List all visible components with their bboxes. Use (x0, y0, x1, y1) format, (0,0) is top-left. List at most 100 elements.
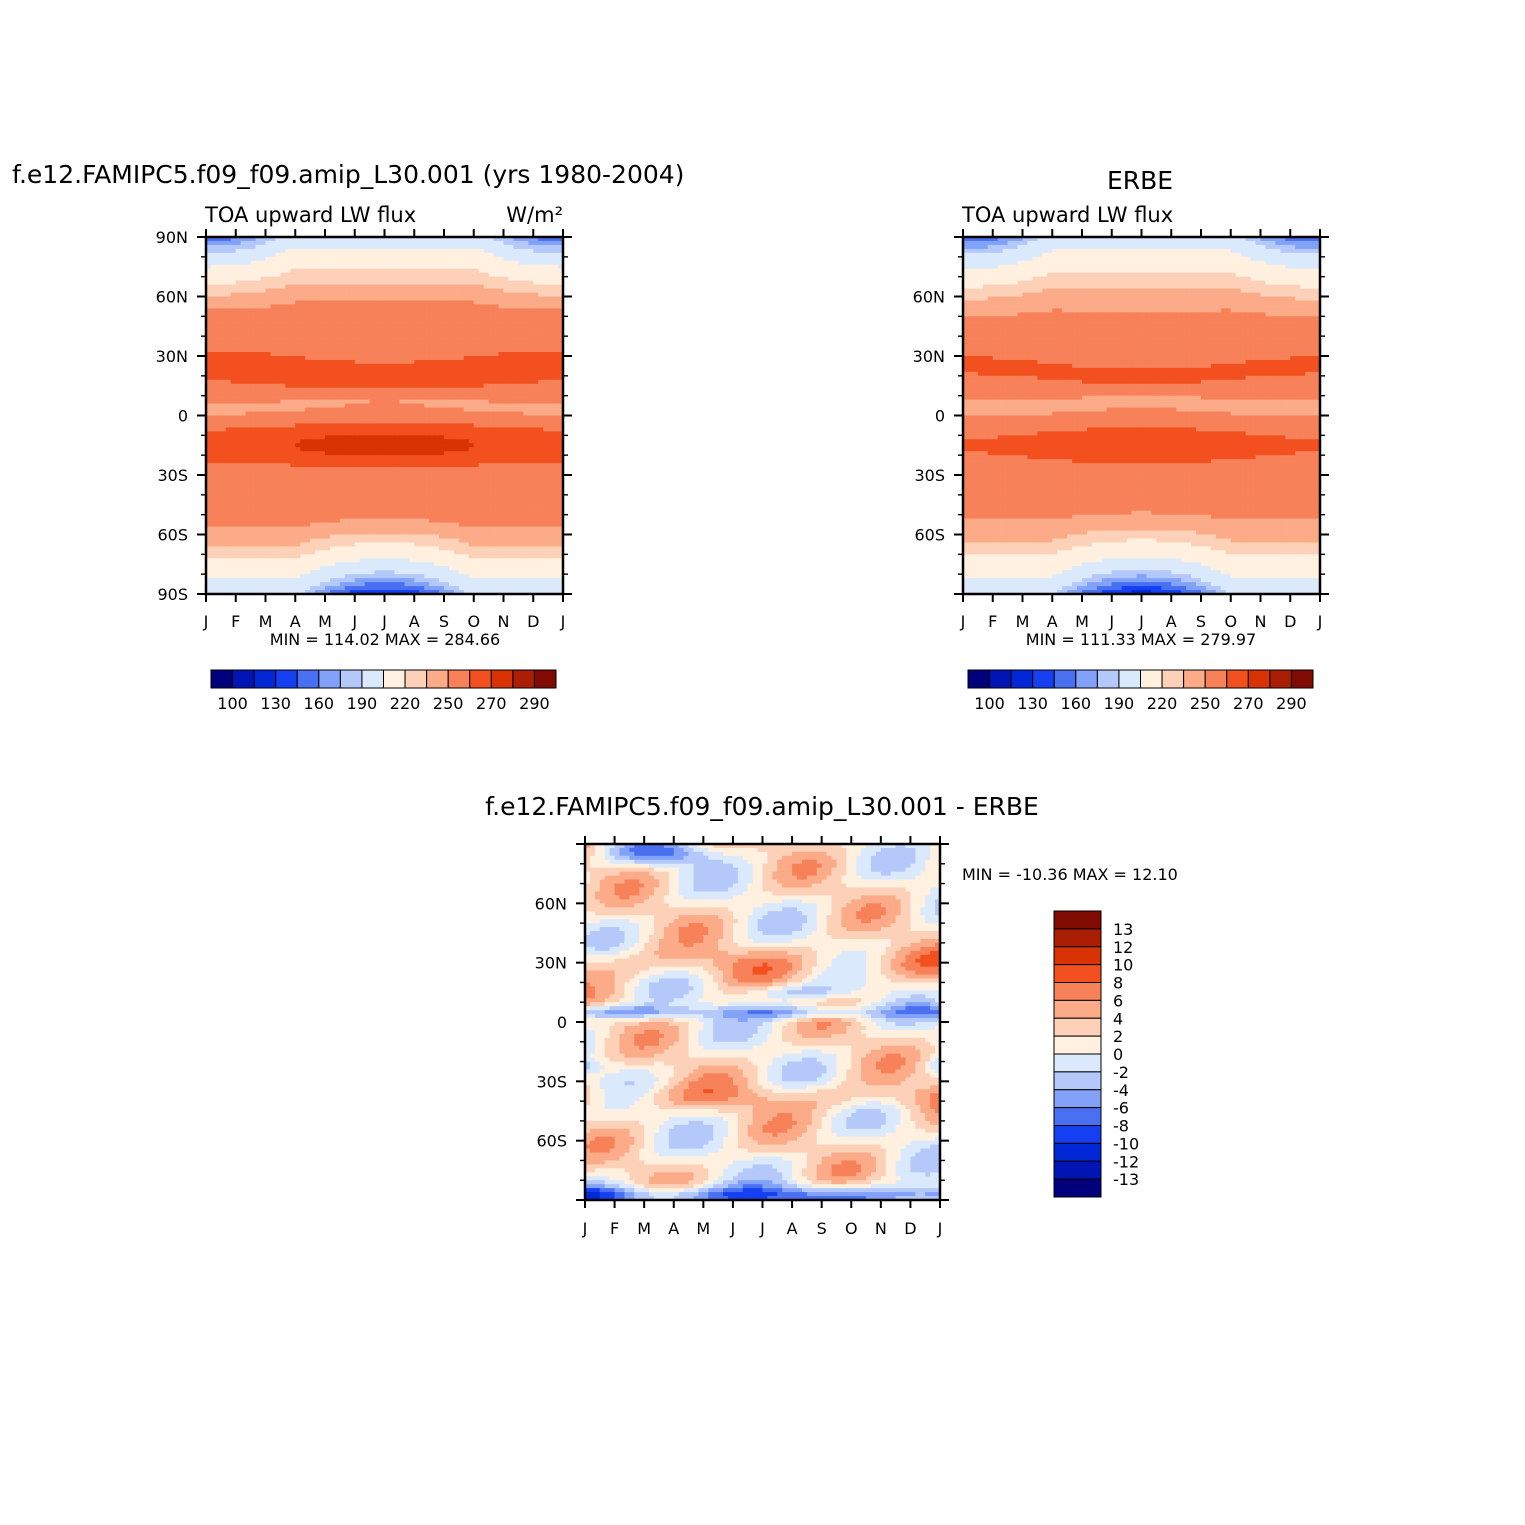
contour-cell (493, 455, 500, 460)
contour-cell (503, 288, 510, 294)
contour-cell (389, 356, 396, 361)
contour-cell (518, 316, 524, 321)
contour-cell (369, 348, 376, 353)
contour-cell (235, 240, 242, 246)
contour-cell (359, 332, 366, 337)
contour-cell (325, 244, 331, 250)
contour-cell (374, 237, 381, 242)
contour-cell (493, 244, 500, 250)
contour-cell (290, 336, 296, 341)
contour-cell (478, 324, 485, 329)
contour-cell (339, 280, 346, 286)
contour-cell (478, 375, 485, 381)
contour-cell (325, 276, 331, 282)
contour-cell (453, 280, 460, 286)
contour-cell (275, 486, 281, 492)
contour-cell (498, 332, 505, 337)
contour-cell (468, 320, 475, 325)
contour-cell (429, 463, 435, 468)
contour-cell (225, 439, 232, 444)
contour-cell (528, 443, 534, 448)
contour-cell (240, 276, 247, 282)
contour-cell (359, 459, 366, 464)
contour-cell (240, 296, 247, 302)
contour-cell (325, 308, 331, 313)
contour-cell (399, 308, 405, 313)
contour-cell (255, 240, 262, 246)
contour-cell (285, 478, 291, 484)
contour-cell (300, 260, 306, 266)
contour-cell (543, 252, 549, 258)
contour-cell (399, 387, 405, 393)
contour-cell (379, 240, 386, 246)
contour-cell (339, 443, 346, 448)
contour-cell (300, 403, 306, 409)
contour-cell (483, 336, 490, 341)
contour-cell (448, 312, 455, 317)
contour-cell (260, 478, 267, 484)
contour-cell (374, 403, 381, 409)
contour-cell (458, 383, 465, 389)
contour-cell (270, 447, 277, 452)
contour-cell (419, 431, 425, 436)
contour-cell (548, 284, 554, 290)
contour-cell (364, 363, 371, 369)
contour-cell (290, 379, 296, 385)
contour-cell (325, 383, 331, 389)
contour-cell (508, 498, 515, 504)
contour-cell (374, 494, 381, 500)
contour-cell (265, 240, 272, 246)
contour-cell (538, 498, 544, 504)
contour-cell (364, 332, 371, 337)
contour-cell (270, 482, 277, 488)
contour-cell (240, 280, 247, 286)
contour-cell (538, 506, 544, 512)
contour-cell (493, 276, 500, 282)
contour-cell (493, 240, 500, 246)
contour-cell (206, 463, 212, 468)
contour-cell (414, 237, 420, 242)
contour-cell (255, 447, 262, 452)
contour-cell (260, 280, 267, 286)
contour-cell (230, 308, 237, 313)
contour-cell (478, 260, 485, 266)
contour-cell (508, 506, 515, 512)
contour-cell (394, 280, 400, 286)
contour-cell (478, 280, 485, 286)
contour-cell (206, 383, 212, 389)
contour-cell (488, 423, 495, 428)
contour-cell (225, 423, 232, 428)
contour-cell (453, 359, 460, 365)
contour-cell (493, 367, 500, 373)
contour-cell (553, 415, 559, 421)
contour-cell (434, 478, 440, 484)
contour-cell (414, 371, 420, 377)
contour-cell (558, 482, 564, 488)
contour-cell (280, 379, 286, 385)
contour-cell (468, 502, 475, 508)
contour-cell (498, 268, 505, 274)
contour-cell (315, 411, 321, 417)
contour-cell (394, 260, 400, 266)
contour-cell (543, 268, 549, 274)
contour-cell (305, 475, 311, 480)
contour-cell (210, 486, 217, 492)
contour-cell (354, 260, 361, 266)
contour-cell (374, 288, 381, 294)
contour-cell (240, 451, 247, 456)
contour-cell (379, 387, 386, 393)
contour-cell (354, 252, 361, 258)
contour-cell (533, 284, 539, 290)
contour-cell (558, 427, 564, 432)
contour-cell (414, 344, 420, 349)
contour-cell (409, 439, 415, 444)
contour-cell (384, 498, 391, 504)
contour-cell (414, 506, 420, 512)
contour-cell (275, 387, 281, 393)
contour-cell (468, 403, 475, 409)
contour-cell (300, 498, 306, 504)
contour-cell (364, 411, 371, 417)
contour-cell (508, 379, 515, 385)
contour-cell (424, 471, 430, 476)
contour-cell (275, 478, 281, 484)
